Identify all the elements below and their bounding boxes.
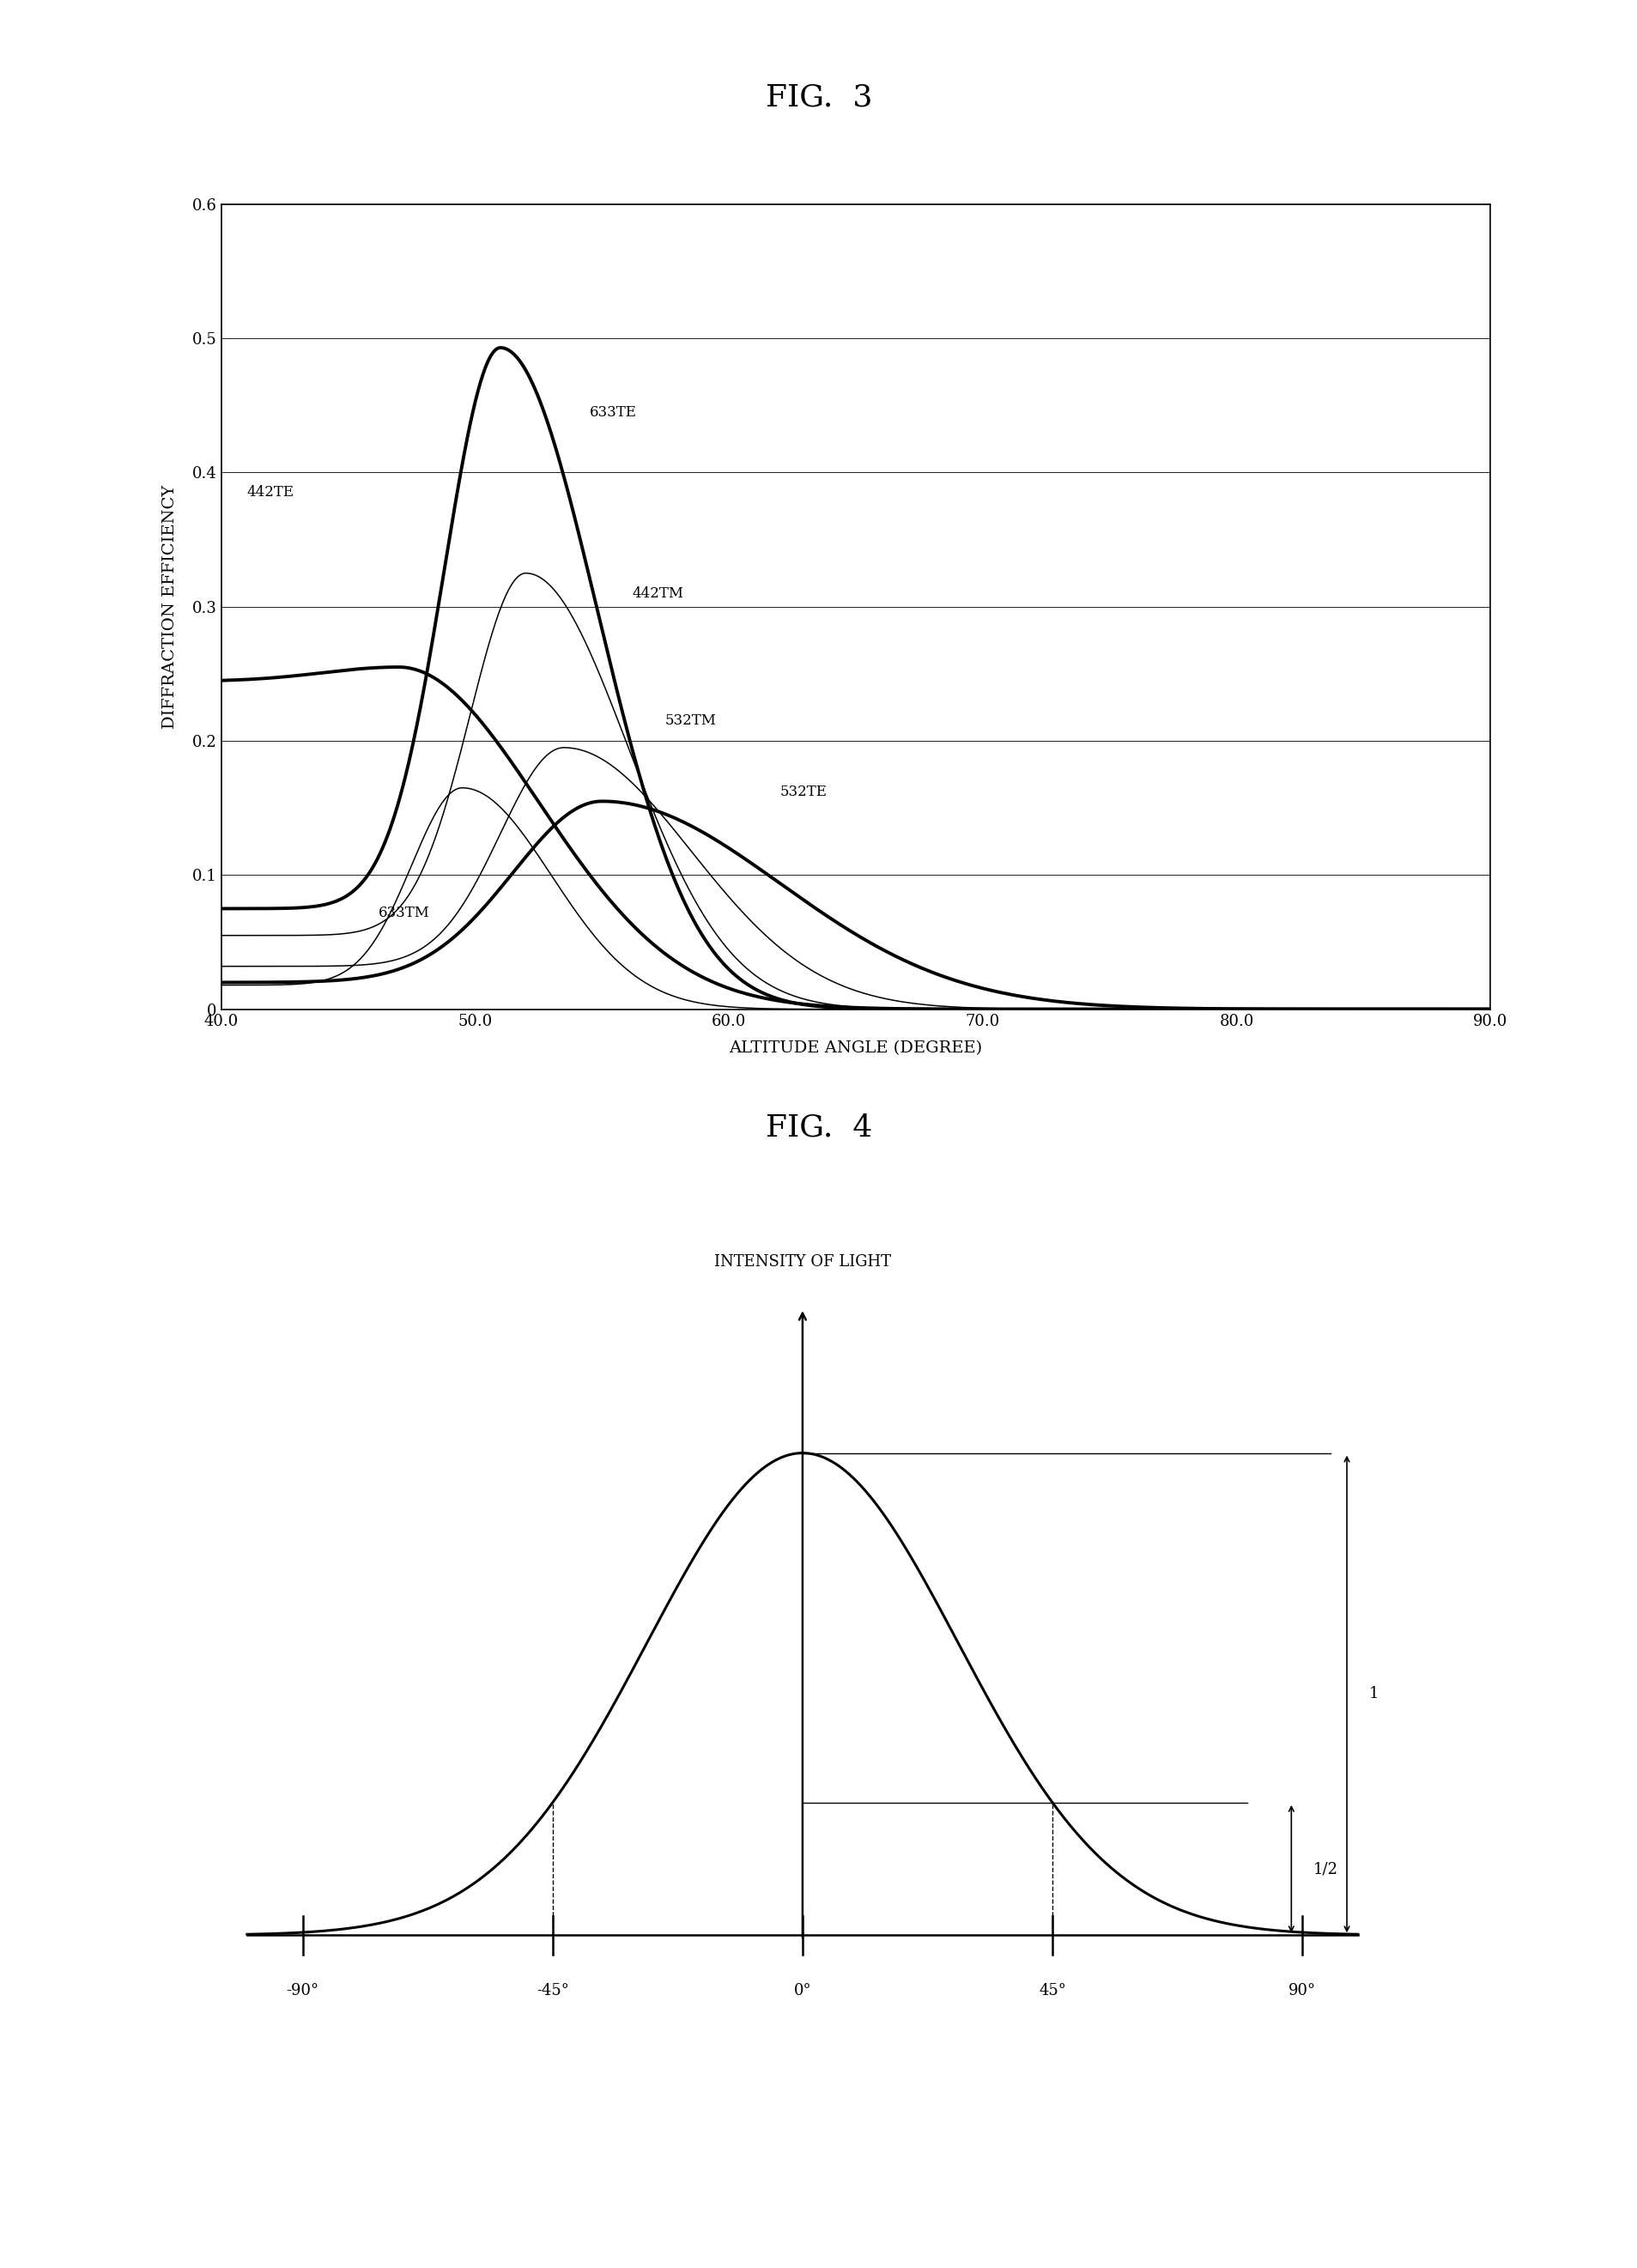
Text: FIG.  3: FIG. 3 [764,84,873,111]
Text: 633TM: 633TM [378,905,429,921]
Text: 532TE: 532TE [779,785,827,798]
Text: FIG.  4: FIG. 4 [764,1114,873,1141]
Text: INTENSITY OF LIGHT: INTENSITY OF LIGHT [714,1254,891,1270]
Text: 90°: 90° [1288,1982,1316,1998]
Text: 45°: 45° [1038,1982,1066,1998]
Text: 0°: 0° [794,1982,810,1998]
Text: 1: 1 [1369,1687,1378,1701]
Text: 633TE: 633TE [589,404,637,420]
Y-axis label: DIFFRACTION EFFICIENCY: DIFFRACTION EFFICIENCY [162,485,178,728]
Text: 442TE: 442TE [246,485,293,499]
Text: -45°: -45° [535,1982,568,1998]
Text: 532TM: 532TM [665,714,717,728]
X-axis label: ALTITUDE ANGLE (DEGREE): ALTITUDE ANGLE (DEGREE) [728,1041,982,1057]
Text: -90°: -90° [286,1982,319,1998]
Text: 442TM: 442TM [632,585,684,601]
Text: 1/2: 1/2 [1313,1862,1337,1876]
